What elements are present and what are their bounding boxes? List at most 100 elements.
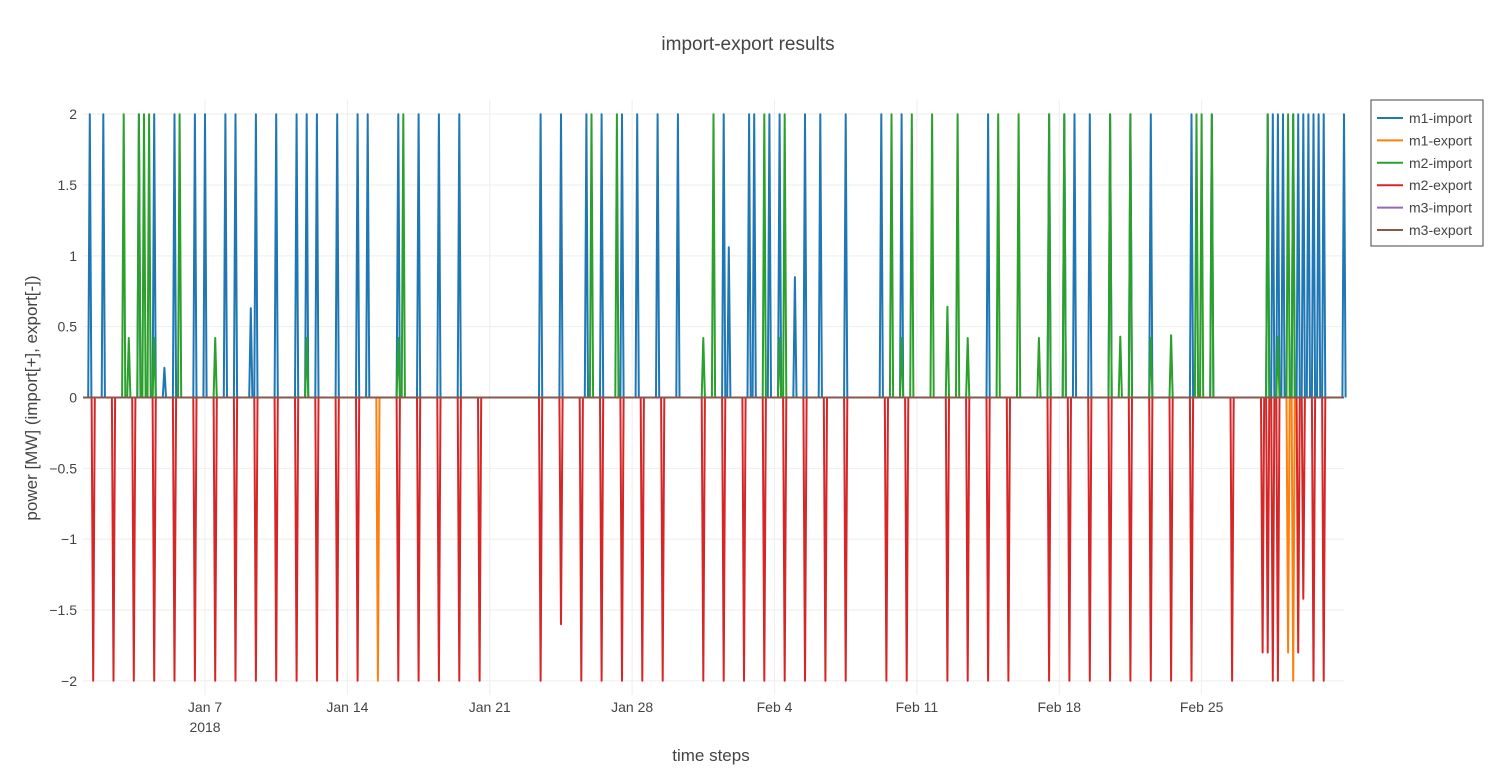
data-spike — [619, 113, 625, 398]
data-spike — [334, 397, 340, 682]
legend-item-m2-export[interactable]: m2-export — [1377, 177, 1472, 193]
data-spike — [558, 113, 564, 398]
data-spike — [1295, 397, 1301, 654]
data-spike — [1321, 113, 1327, 398]
data-spike — [355, 113, 361, 398]
data-spike — [161, 366, 167, 398]
data-spike — [1300, 397, 1306, 600]
data-spike — [1310, 113, 1317, 398]
data-spike — [1285, 397, 1291, 654]
x-tick-label: Jan 21 — [469, 699, 511, 715]
data-spike — [1071, 113, 1078, 398]
data-spike — [1290, 113, 1296, 398]
legend-item-m3-export[interactable]: m3-export — [1377, 222, 1472, 238]
legend-box — [1370, 99, 1484, 247]
data-spike — [782, 397, 788, 682]
data-spike — [1209, 113, 1215, 398]
data-spike — [583, 113, 589, 398]
x-axis-title: time steps — [672, 746, 749, 765]
data-spike — [700, 397, 706, 682]
data-spike — [1127, 397, 1133, 682]
data-spike — [304, 337, 310, 398]
data-spike — [1316, 113, 1322, 398]
data-spike — [888, 113, 895, 398]
data-spike — [151, 397, 157, 682]
data-spike — [273, 397, 279, 682]
data-spike — [232, 113, 239, 398]
data-spike — [995, 113, 1001, 398]
y-axis-ticks: 2 1.5 1 0.5 0 −0.5 −1 −1.5 −2 — [49, 106, 77, 689]
data-spike — [634, 113, 640, 398]
data-spike — [314, 113, 320, 398]
data-spike — [1260, 397, 1266, 654]
data-spike — [212, 337, 218, 398]
data-spike — [1188, 113, 1195, 398]
data-spike — [141, 113, 147, 398]
data-spike — [883, 397, 889, 682]
data-spike — [1087, 397, 1093, 682]
data-spike — [751, 113, 757, 398]
data-spike — [766, 113, 772, 398]
data-spike — [655, 113, 661, 398]
data-spike — [899, 113, 905, 398]
x-tick-sublabel: 2018 — [189, 719, 220, 735]
data-spike — [294, 397, 300, 682]
data-spike — [416, 397, 422, 682]
data-spike — [171, 113, 178, 398]
data-spike — [110, 397, 117, 682]
data-spike — [1188, 397, 1195, 682]
data-spike — [955, 113, 961, 398]
data-spike — [1300, 113, 1306, 398]
data-spike — [192, 397, 198, 682]
legend[interactable]: m1-import m1-export m2-import m2-export m3-i… — [1370, 99, 1484, 247]
data-spike — [1148, 337, 1154, 398]
data-spike — [965, 337, 971, 398]
y-tick-label: 1 — [69, 248, 77, 264]
data-spike — [538, 113, 544, 398]
y-tick-label: 0.5 — [58, 319, 78, 335]
data-spike — [1148, 113, 1154, 398]
data-spike — [802, 113, 808, 398]
x-tick-label: Feb 25 — [1180, 699, 1224, 715]
data-spike — [1265, 397, 1271, 654]
data-spike — [1290, 397, 1296, 682]
legend-item-m1-import[interactable]: m1-import — [1377, 110, 1472, 126]
legend-item-m2-import[interactable]: m2-import — [1377, 155, 1472, 171]
data-spike — [1275, 335, 1281, 398]
y-tick-label: 2 — [69, 106, 77, 122]
data-spike — [1148, 397, 1154, 682]
data-spike — [1270, 113, 1276, 398]
x-tick-label: Jan 7 — [188, 699, 222, 715]
data-spike — [843, 397, 849, 682]
data-spike — [599, 113, 605, 398]
data-spike — [1285, 113, 1291, 398]
legend-label: m2-export — [1409, 177, 1472, 193]
data-spike — [985, 113, 991, 398]
data-spike — [477, 397, 483, 682]
legend-item-m1-export[interactable]: m1-export — [1377, 132, 1472, 148]
data-spike — [538, 397, 544, 682]
data-spike — [1305, 113, 1311, 398]
data-spike — [1087, 113, 1093, 398]
data-spike — [1193, 113, 1200, 398]
x-tick-label: Feb 11 — [896, 699, 939, 715]
data-spike — [395, 337, 401, 398]
data-spike — [614, 113, 620, 398]
data-spike — [1107, 113, 1113, 398]
data-spike — [1036, 337, 1042, 398]
data-spike — [334, 113, 340, 398]
data-spike — [395, 397, 401, 682]
series-layer — [83, 113, 1347, 682]
data-spike — [599, 397, 605, 682]
y-tick-label: −1 — [61, 531, 77, 547]
data-spike — [375, 397, 381, 682]
data-spike — [355, 397, 361, 682]
data-spike — [965, 397, 971, 682]
y-tick-label: 0 — [69, 390, 77, 406]
data-spike — [151, 113, 157, 398]
legend-item-m3-import[interactable]: m3-import — [1377, 200, 1472, 216]
data-spike — [304, 113, 310, 398]
data-spike — [248, 307, 254, 398]
